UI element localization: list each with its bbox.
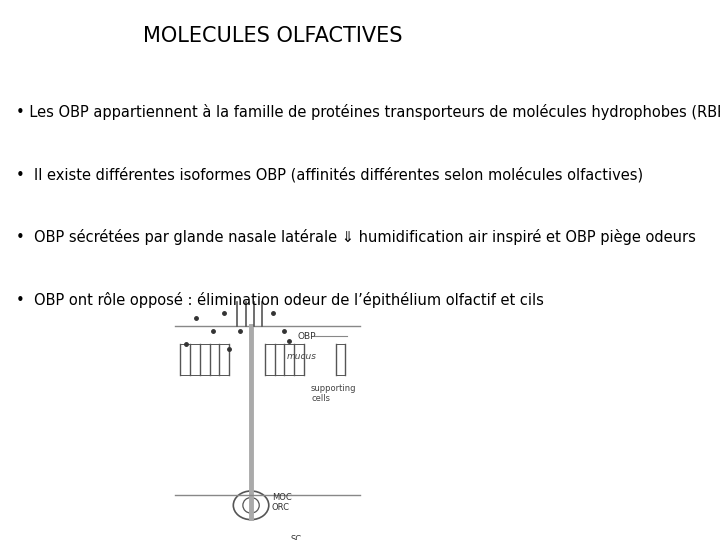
Text: OBP: OBP xyxy=(297,332,316,341)
Text: SC: SC xyxy=(290,535,302,540)
Text: MOC
ORC: MOC ORC xyxy=(271,493,292,512)
Text: • Les OBP appartiennent à la famille de protéines transporteurs de molécules hyd: • Les OBP appartiennent à la famille de … xyxy=(17,104,720,120)
Text: •  Il existe différentes isoformes OBP (affinités différentes selon molécules ol: • Il existe différentes isoformes OBP (a… xyxy=(17,167,644,182)
Text: mucus: mucus xyxy=(287,352,317,361)
Text: MOLECULES OLFACTIVES: MOLECULES OLFACTIVES xyxy=(143,26,402,46)
Text: supporting
cells: supporting cells xyxy=(311,383,356,403)
Text: •  OBP ont rôle opposé : élimination odeur de l’épithélium olfactif et cils: • OBP ont rôle opposé : élimination odeu… xyxy=(17,292,544,308)
Text: •  OBP sécrétées par glande nasale latérale ⇓ humidification air inspiré et OBP : • OBP sécrétées par glande nasale latéra… xyxy=(17,229,696,245)
